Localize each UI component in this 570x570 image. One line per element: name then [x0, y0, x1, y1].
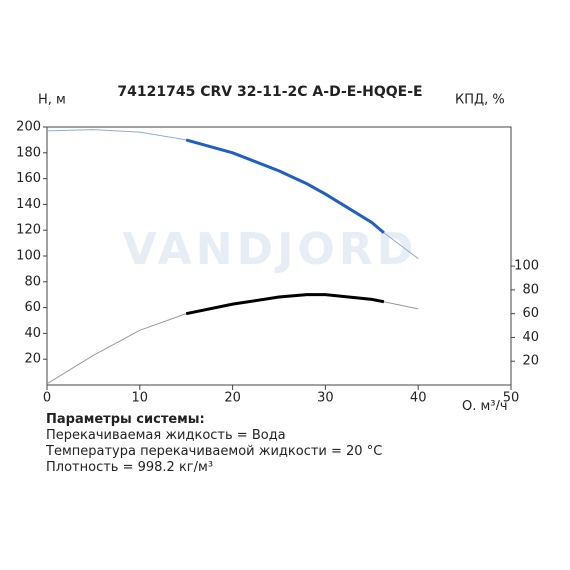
- info: Параметры системы: Перекачиваемая жидкос…: [46, 412, 382, 476]
- x-axis-label: Q, м³/ч: [462, 399, 508, 410]
- x-tick-label: 40: [410, 391, 427, 406]
- info-line: Перекачиваемая жидкость = Вода: [46, 428, 286, 443]
- chart: 74121745 CRV 32-11-2C A-D-E-HQQE-E VANDJ…: [16, 84, 539, 410]
- y-tick-label: 120: [16, 223, 41, 238]
- y-tick-label: 80: [24, 274, 41, 289]
- y2-axis-label: КПД, %: [455, 93, 505, 108]
- y2-tick-label: 40: [522, 330, 539, 345]
- y-tick-label: 20: [24, 352, 41, 367]
- x-tick-label: 50: [503, 391, 520, 406]
- x-tick-label: 20: [224, 391, 241, 406]
- y2-tick-label: 100: [514, 259, 539, 274]
- y-tick-label: 40: [24, 326, 41, 341]
- curve: [46, 294, 419, 385]
- y-tick-label: 200: [16, 120, 41, 135]
- y-tick-label: 100: [16, 249, 41, 264]
- y2-tick-label: 80: [522, 282, 539, 297]
- y-tick-label: 140: [16, 197, 41, 212]
- watermark: VANDJORD: [123, 224, 418, 275]
- info-heading: Параметры системы:: [46, 412, 205, 427]
- y-axis-label: H, м: [38, 93, 66, 108]
- x-tick-label: 30: [317, 391, 334, 406]
- chart-title: 74121745 CRV 32-11-2C A-D-E-HQQE-E: [117, 84, 422, 100]
- x-tick-label: 10: [132, 391, 149, 406]
- y-tick-label: 180: [16, 145, 41, 160]
- y2-tick-label: 60: [522, 306, 539, 321]
- curve: [185, 293, 385, 316]
- curve: [185, 138, 385, 234]
- info-line: Температура перекачиваемой жидкости = 20…: [46, 444, 383, 459]
- x-tick-label: 0: [43, 391, 51, 406]
- y2-tick-label: 20: [522, 354, 539, 369]
- y-tick-label: 160: [16, 171, 41, 186]
- info-line: Плотность = 998.2 кг/м³: [46, 460, 214, 475]
- y-tick-label: 60: [24, 300, 41, 315]
